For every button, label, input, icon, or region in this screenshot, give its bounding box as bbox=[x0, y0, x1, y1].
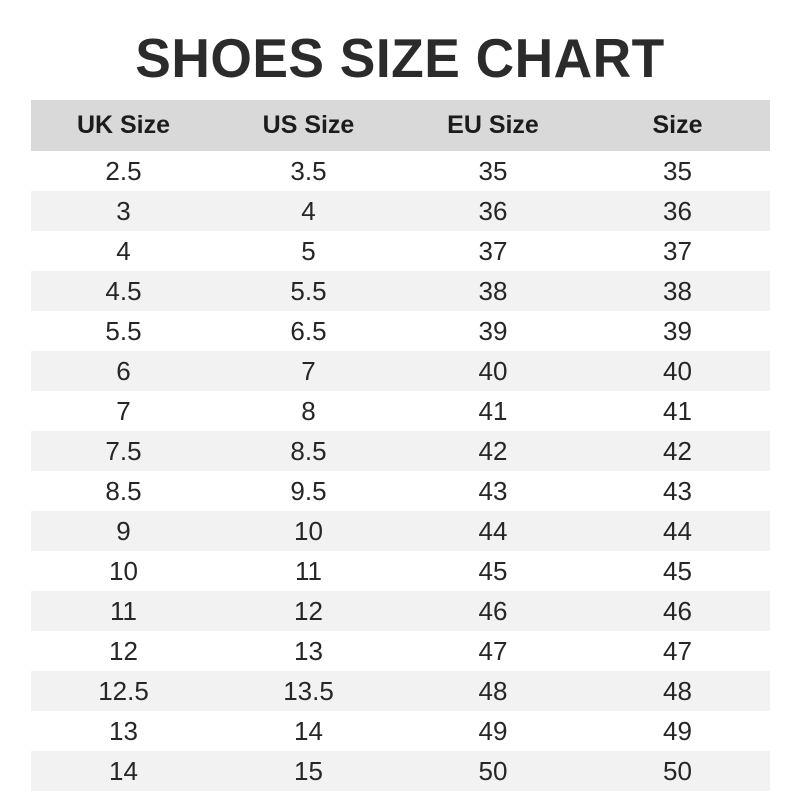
table-cell: 44 bbox=[585, 511, 770, 551]
column-header-size: Size bbox=[585, 100, 770, 151]
table-cell: 8.5 bbox=[216, 431, 401, 471]
table-cell: 7 bbox=[31, 391, 216, 431]
table-row: 2.5 3.5 35 35 bbox=[31, 151, 770, 191]
table-cell: 10 bbox=[216, 511, 401, 551]
table-row: 8.5 9.5 43 43 bbox=[31, 471, 770, 511]
table-cell: 15 bbox=[216, 751, 401, 791]
table-cell: 8 bbox=[216, 391, 401, 431]
table-row: 3 4 36 36 bbox=[31, 191, 770, 231]
table-cell: 39 bbox=[401, 311, 585, 351]
table-row: 7.5 8.5 42 42 bbox=[31, 431, 770, 471]
table-header: UK Size US Size EU Size Size bbox=[31, 100, 770, 151]
table-cell: 40 bbox=[401, 351, 585, 391]
table-cell: 41 bbox=[401, 391, 585, 431]
table-cell: 11 bbox=[31, 591, 216, 631]
table-cell: 47 bbox=[585, 631, 770, 671]
table-cell: 7.5 bbox=[31, 431, 216, 471]
table-row: 4.5 5.5 38 38 bbox=[31, 271, 770, 311]
table-cell: 37 bbox=[401, 231, 585, 271]
table-row: 13 14 49 49 bbox=[31, 711, 770, 751]
table-cell: 35 bbox=[401, 151, 585, 191]
table-cell: 13 bbox=[216, 631, 401, 671]
table-row: 9 10 44 44 bbox=[31, 511, 770, 551]
table-row: 6 7 40 40 bbox=[31, 351, 770, 391]
table-cell: 3 bbox=[31, 191, 216, 231]
table-cell: 35 bbox=[585, 151, 770, 191]
table-row: 12 13 47 47 bbox=[31, 631, 770, 671]
table-cell: 14 bbox=[216, 711, 401, 751]
table-cell: 36 bbox=[585, 191, 770, 231]
page-title: SHOES SIZE CHART bbox=[135, 27, 665, 89]
table-cell: 4.5 bbox=[31, 271, 216, 311]
table-cell: 5.5 bbox=[216, 271, 401, 311]
table-cell: 48 bbox=[401, 671, 585, 711]
table-cell: 11 bbox=[216, 551, 401, 591]
shoes-size-table: UK Size US Size EU Size Size 2.5 3.5 35 35 3… bbox=[31, 100, 770, 791]
table-cell: 50 bbox=[401, 751, 585, 791]
table-body: 2.5 3.5 35 35 3 4 36 36 4 5 37 37 4.5 5.5 38 38 5.5 6.5 39… bbox=[31, 151, 770, 791]
table-cell: 42 bbox=[401, 431, 585, 471]
table-row: 11 12 46 46 bbox=[31, 591, 770, 631]
table-cell: 12 bbox=[31, 631, 216, 671]
table-cell: 40 bbox=[585, 351, 770, 391]
table-cell: 9.5 bbox=[216, 471, 401, 511]
table-row: 12.5 13.5 48 48 bbox=[31, 671, 770, 711]
table-cell: 43 bbox=[401, 471, 585, 511]
table-cell: 49 bbox=[401, 711, 585, 751]
table-row: 10 11 45 45 bbox=[31, 551, 770, 591]
table-cell: 45 bbox=[585, 551, 770, 591]
table-cell: 47 bbox=[401, 631, 585, 671]
table-cell: 37 bbox=[585, 231, 770, 271]
table-cell: 9 bbox=[31, 511, 216, 551]
table-row: 14 15 50 50 bbox=[31, 751, 770, 791]
table-cell: 41 bbox=[585, 391, 770, 431]
table-cell: 8.5 bbox=[31, 471, 216, 511]
table-cell: 44 bbox=[401, 511, 585, 551]
column-header-eu-size: EU Size bbox=[401, 100, 585, 151]
table-cell: 38 bbox=[401, 271, 585, 311]
table-cell: 3.5 bbox=[216, 151, 401, 191]
table-cell: 13.5 bbox=[216, 671, 401, 711]
table-cell: 46 bbox=[585, 591, 770, 631]
table-cell: 2.5 bbox=[31, 151, 216, 191]
table-row: 7 8 41 41 bbox=[31, 391, 770, 431]
table-cell: 42 bbox=[585, 431, 770, 471]
table-row: 5.5 6.5 39 39 bbox=[31, 311, 770, 351]
table-cell: 4 bbox=[31, 231, 216, 271]
table-cell: 12.5 bbox=[31, 671, 216, 711]
table-header-row: UK Size US Size EU Size Size bbox=[31, 100, 770, 151]
table-cell: 46 bbox=[401, 591, 585, 631]
table-cell: 7 bbox=[216, 351, 401, 391]
table-cell: 6 bbox=[31, 351, 216, 391]
table-cell: 38 bbox=[585, 271, 770, 311]
size-table-container: UK Size US Size EU Size Size 2.5 3.5 35 35 3… bbox=[31, 100, 770, 791]
column-header-uk-size: UK Size bbox=[31, 100, 216, 151]
table-cell: 49 bbox=[585, 711, 770, 751]
table-cell: 4 bbox=[216, 191, 401, 231]
table-cell: 14 bbox=[31, 751, 216, 791]
table-cell: 12 bbox=[216, 591, 401, 631]
table-row: 4 5 37 37 bbox=[31, 231, 770, 271]
table-cell: 39 bbox=[585, 311, 770, 351]
table-cell: 45 bbox=[401, 551, 585, 591]
table-cell: 13 bbox=[31, 711, 216, 751]
table-cell: 48 bbox=[585, 671, 770, 711]
table-cell: 36 bbox=[401, 191, 585, 231]
table-cell: 50 bbox=[585, 751, 770, 791]
table-cell: 6.5 bbox=[216, 311, 401, 351]
table-cell: 5 bbox=[216, 231, 401, 271]
table-cell: 43 bbox=[585, 471, 770, 511]
column-header-us-size: US Size bbox=[216, 100, 401, 151]
table-cell: 10 bbox=[31, 551, 216, 591]
table-cell: 5.5 bbox=[31, 311, 216, 351]
